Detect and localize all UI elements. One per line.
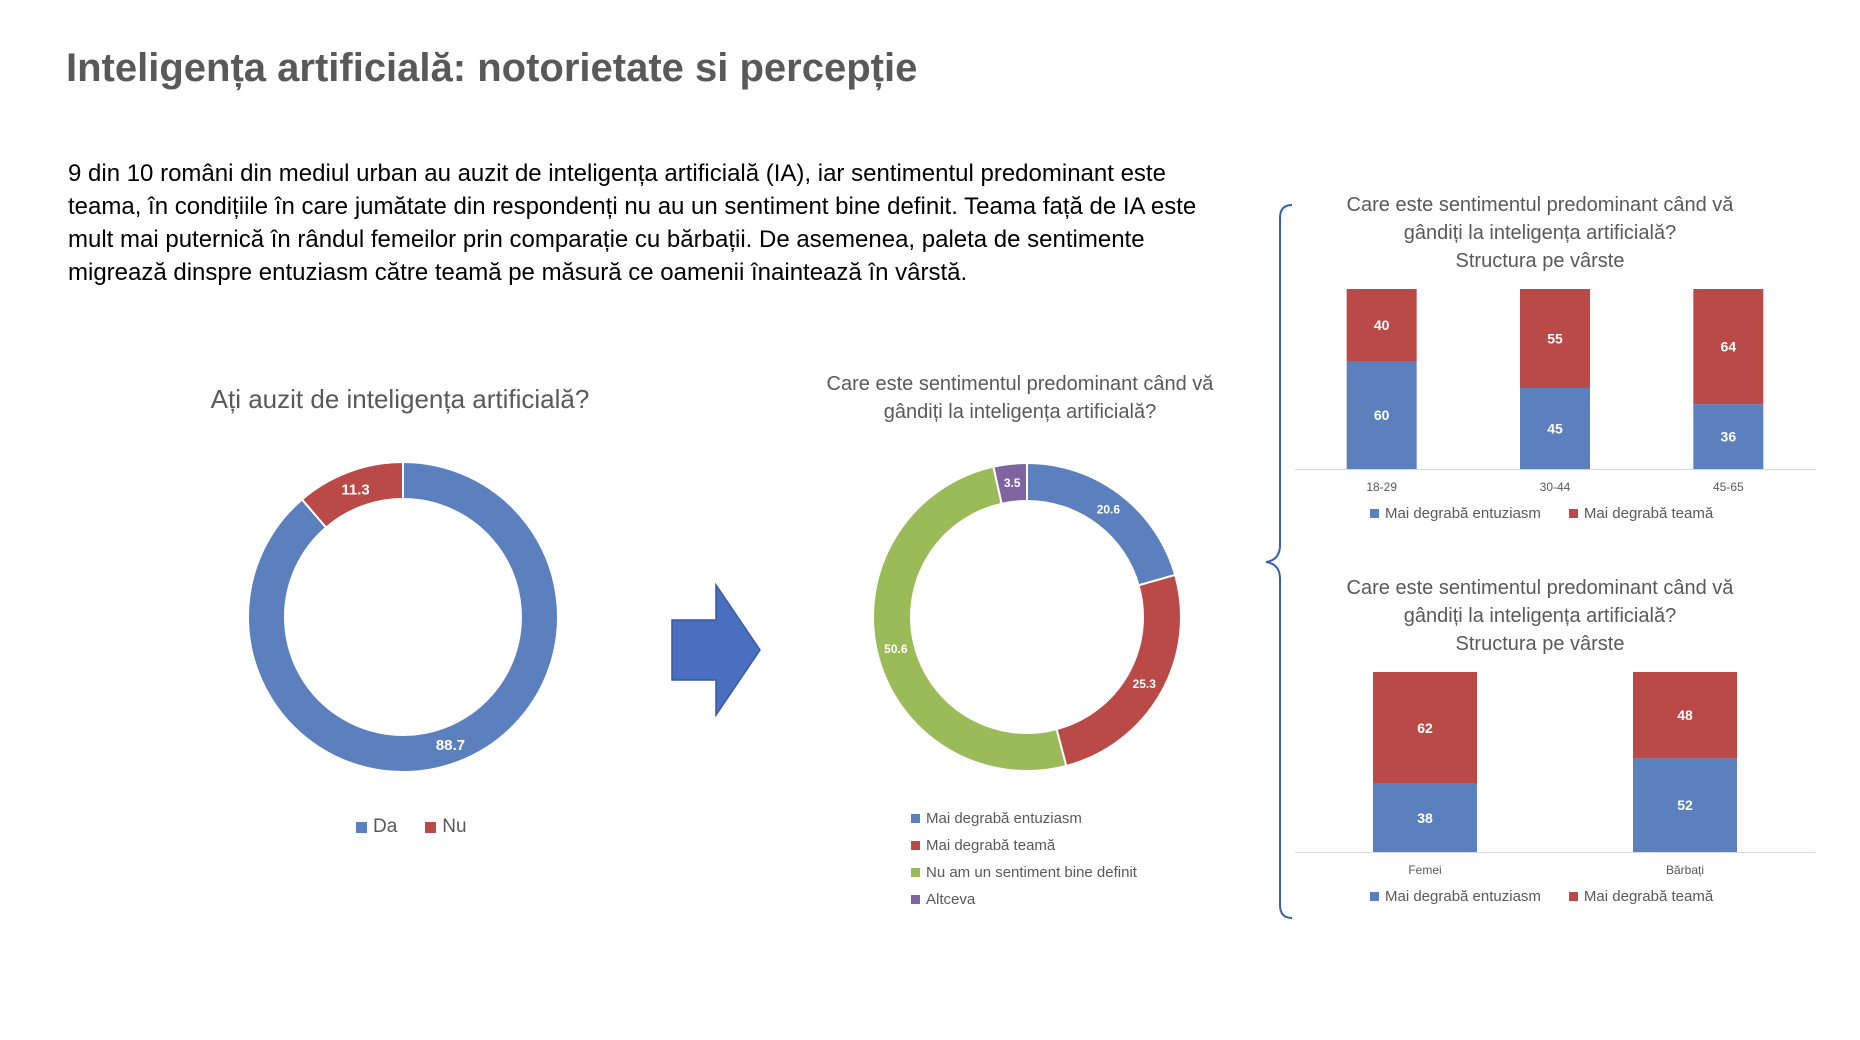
- feeling-donut-chart: 20.6 25.3 50.6 3.5: [872, 461, 1182, 772]
- bar-mai-degraba-teama-femei: [1373, 672, 1477, 784]
- data-label: 20.6: [1097, 502, 1121, 516]
- legend-label: Da: [373, 816, 398, 837]
- awareness-donut-chart: 88.7 11.3: [247, 460, 559, 773]
- donut-slice-mai-degraba-entuziasm: [1026, 461, 1177, 587]
- legend-item-mai-degraba-entuziasm: Mai degrabă entuziasm: [1370, 888, 1541, 905]
- bar-mai-degraba-entuziasm-45-65: [1693, 404, 1764, 469]
- gender-stacked-bar-chart: 38 62 Femei 52 48 Bărbați: [1295, 672, 1815, 877]
- data-label: 38: [1417, 810, 1433, 826]
- data-label: 50.6: [884, 642, 908, 656]
- age-chart-title-line-2: gândiți la inteligența artificială?: [1403, 222, 1677, 244]
- gender-chart-title-line-2: gândiți la inteligența artificială?: [1403, 605, 1677, 627]
- data-label: 40: [1374, 317, 1390, 333]
- legend-swatch: [911, 814, 920, 823]
- data-label: 3.5: [1004, 476, 1021, 490]
- data-label: 11.3: [341, 481, 369, 498]
- legend-item-nu: Nu: [425, 816, 467, 838]
- gender-chart-title-line-3: Structura pe vârste: [1455, 633, 1625, 655]
- legend-swatch: [1370, 892, 1379, 901]
- legend-item-mai-degraba-teama: Mai degrabă teamă: [1568, 888, 1714, 905]
- legend-label: Altceva: [926, 891, 976, 908]
- legend-item-nu-am-un-sentiment-bine-definit: Nu am un sentiment bine definit: [911, 859, 1137, 886]
- feeling-chart-title: Care este sentimentul predominant când v…: [800, 370, 1240, 426]
- awareness-chart-title: Ați auzit de inteligența artificială?: [210, 384, 590, 414]
- legend-swatch: [911, 868, 920, 877]
- bar-mai-degraba-entuziasm-30-44: [1520, 388, 1590, 469]
- data-label: 60: [1374, 407, 1390, 423]
- donut-slice-nu-am-un-sentiment-bine-definit: [872, 465, 1068, 772]
- bar-mai-degraba-entuziasm-barbati: [1633, 758, 1737, 852]
- bar-mai-degraba-teama-barbati: [1633, 672, 1737, 759]
- feeling-chart-title-line-2: gândiți la inteligența artificială?: [883, 401, 1157, 423]
- donut-slice-mai-degraba-teama: [1055, 573, 1182, 768]
- legend-swatch: [911, 895, 920, 904]
- right-arrow-icon: [671, 582, 761, 718]
- legend-swatch: [911, 841, 920, 850]
- data-label: 88.7: [436, 737, 465, 754]
- legend-label: Nu am un sentiment bine definit: [926, 864, 1137, 881]
- legend-item-da: Da: [356, 816, 397, 838]
- awareness-legend: Da Nu: [356, 816, 495, 839]
- x-tick-label: 30-44: [1540, 480, 1571, 494]
- legend-label: Mai degrabă teamă: [926, 837, 1056, 854]
- age-stacked-bar-chart: 60 40 18-29 45 55 30-44 36 64 45-65: [1295, 289, 1815, 494]
- donut-slice-da: [247, 460, 559, 773]
- legend-label: Mai degrabă entuziasm: [926, 810, 1082, 827]
- gender-chart-title: Care este sentimentul predominant când v…: [1310, 574, 1770, 658]
- data-label: 36: [1721, 429, 1737, 445]
- age-chart-title-line-3: Structura pe vârste: [1455, 250, 1625, 272]
- legend-item-altceva: Altceva: [911, 886, 1137, 913]
- data-label: 62: [1417, 720, 1433, 736]
- legend-item-mai-degraba-teama: Mai degrabă teamă: [911, 832, 1137, 859]
- bar-mai-degraba-teama-18-29: [1346, 289, 1417, 361]
- data-label: 55: [1547, 331, 1563, 347]
- legend-item-mai-degraba-entuziasm: Mai degrabă entuziasm: [911, 805, 1137, 832]
- age-legend: Mai degrabă entuziasm Mai degrabă teamă: [1370, 505, 1741, 522]
- data-label: 48: [1677, 707, 1693, 723]
- age-chart-title-line-1: Care este sentimentul predominant când v…: [1346, 194, 1734, 216]
- donut-slice-altceva: [992, 461, 1028, 505]
- legend-label: Mai degrabă entuziasm: [1385, 505, 1541, 522]
- gender-legend: Mai degrabă entuziasm Mai degrabă teamă: [1370, 888, 1741, 905]
- feeling-legend: Mai degrabă entuziasm Mai degrabă teamă Nu…: [911, 805, 1137, 913]
- bar-mai-degraba-teama-30-44: [1520, 289, 1590, 388]
- page-title: Inteligența artificială: notorietate si …: [66, 46, 918, 90]
- legend-label: Mai degrabă teamă: [1583, 888, 1714, 905]
- donut-slice-nu: [300, 460, 404, 529]
- bar-mai-degraba-entuziasm-18-29: [1346, 361, 1417, 469]
- x-tick-label: 18-29: [1366, 480, 1397, 494]
- legend-swatch: [1568, 509, 1578, 518]
- legend-swatch: [425, 821, 437, 833]
- curly-brace-icon: [1265, 204, 1293, 919]
- legend-label: Nu: [442, 816, 467, 837]
- x-tick-label: Bărbați: [1666, 863, 1704, 877]
- data-label: 25.3: [1133, 677, 1157, 691]
- x-tick-label: Femei: [1408, 863, 1441, 877]
- bar-mai-degraba-teama-45-65: [1693, 289, 1764, 405]
- age-chart-title: Care este sentimentul predominant când v…: [1310, 191, 1770, 275]
- x-tick-label: 45-65: [1713, 480, 1744, 494]
- legend-label: Mai degrabă teamă: [1583, 505, 1714, 522]
- legend-swatch: [1568, 892, 1578, 901]
- legend-label: Mai degrabă entuziasm: [1385, 888, 1541, 905]
- intro-paragraph: 9 din 10 români din mediul urban au auzi…: [68, 160, 1197, 286]
- legend-item-mai-degraba-teama: Mai degrabă teamă: [1568, 505, 1714, 522]
- gender-chart-title-line-1: Care este sentimentul predominant când v…: [1346, 577, 1734, 599]
- data-label: 64: [1721, 339, 1737, 355]
- legend-swatch: [1370, 509, 1379, 518]
- feeling-chart-title-line-1: Care este sentimentul predominant când v…: [826, 373, 1214, 395]
- bar-mai-degraba-entuziasm-femei: [1373, 783, 1477, 852]
- data-label: 45: [1547, 421, 1563, 437]
- data-label: 52: [1677, 797, 1693, 813]
- legend-item-mai-degraba-entuziasm: Mai degrabă entuziasm: [1370, 505, 1541, 522]
- legend-swatch: [356, 821, 367, 833]
